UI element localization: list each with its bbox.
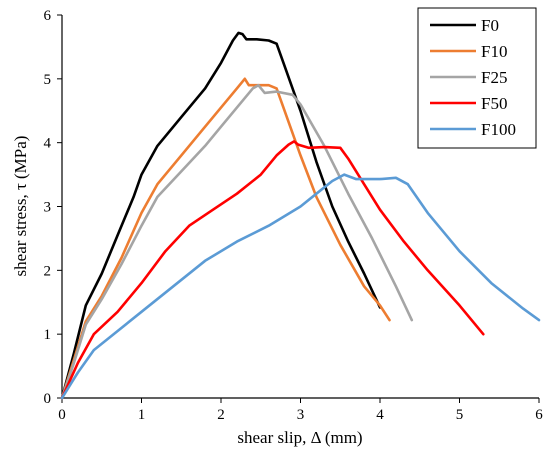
- y-tick-label: 2: [44, 263, 52, 279]
- series-line-f50: [60, 140, 485, 400]
- y-tick-label: 5: [44, 72, 52, 88]
- x-tick-label: 1: [138, 407, 146, 423]
- y-ticks: 0 1 2 3 4 5 6: [44, 8, 62, 407]
- y-tick-label: 1: [44, 327, 52, 343]
- x-ticks: 0 1 2 3 4 5 6: [58, 398, 543, 423]
- series-layer: [60, 31, 541, 400]
- series-line-f0: [60, 31, 382, 400]
- legend: F0 F10 F25 F50 F100: [417, 7, 537, 149]
- x-tick-label: 0: [58, 407, 66, 423]
- y-axis-title: shear stress, τ (MPa): [11, 136, 30, 277]
- x-tick-label: 2: [217, 407, 225, 423]
- legend-label-f100: F100: [481, 120, 516, 139]
- x-tick-label: 5: [456, 407, 464, 423]
- x-tick-label: 6: [535, 407, 543, 423]
- legend-label-f50: F50: [481, 94, 507, 113]
- series-line-f25: [60, 83, 414, 400]
- y-tick-label: 0: [44, 391, 52, 407]
- x-tick-label: 3: [297, 407, 305, 423]
- series-line-f10: [60, 77, 391, 400]
- legend-label-f0: F0: [481, 16, 499, 35]
- legend-label-f25: F25: [481, 68, 507, 87]
- legend-label-f10: F10: [481, 42, 507, 61]
- y-tick-label: 4: [44, 136, 52, 152]
- y-tick-label: 6: [44, 8, 52, 24]
- y-tick-label: 3: [44, 200, 52, 216]
- series-line-f100: [60, 173, 541, 400]
- x-axis-title: shear slip, Δ (mm): [237, 428, 362, 447]
- x-tick-label: 4: [376, 407, 384, 423]
